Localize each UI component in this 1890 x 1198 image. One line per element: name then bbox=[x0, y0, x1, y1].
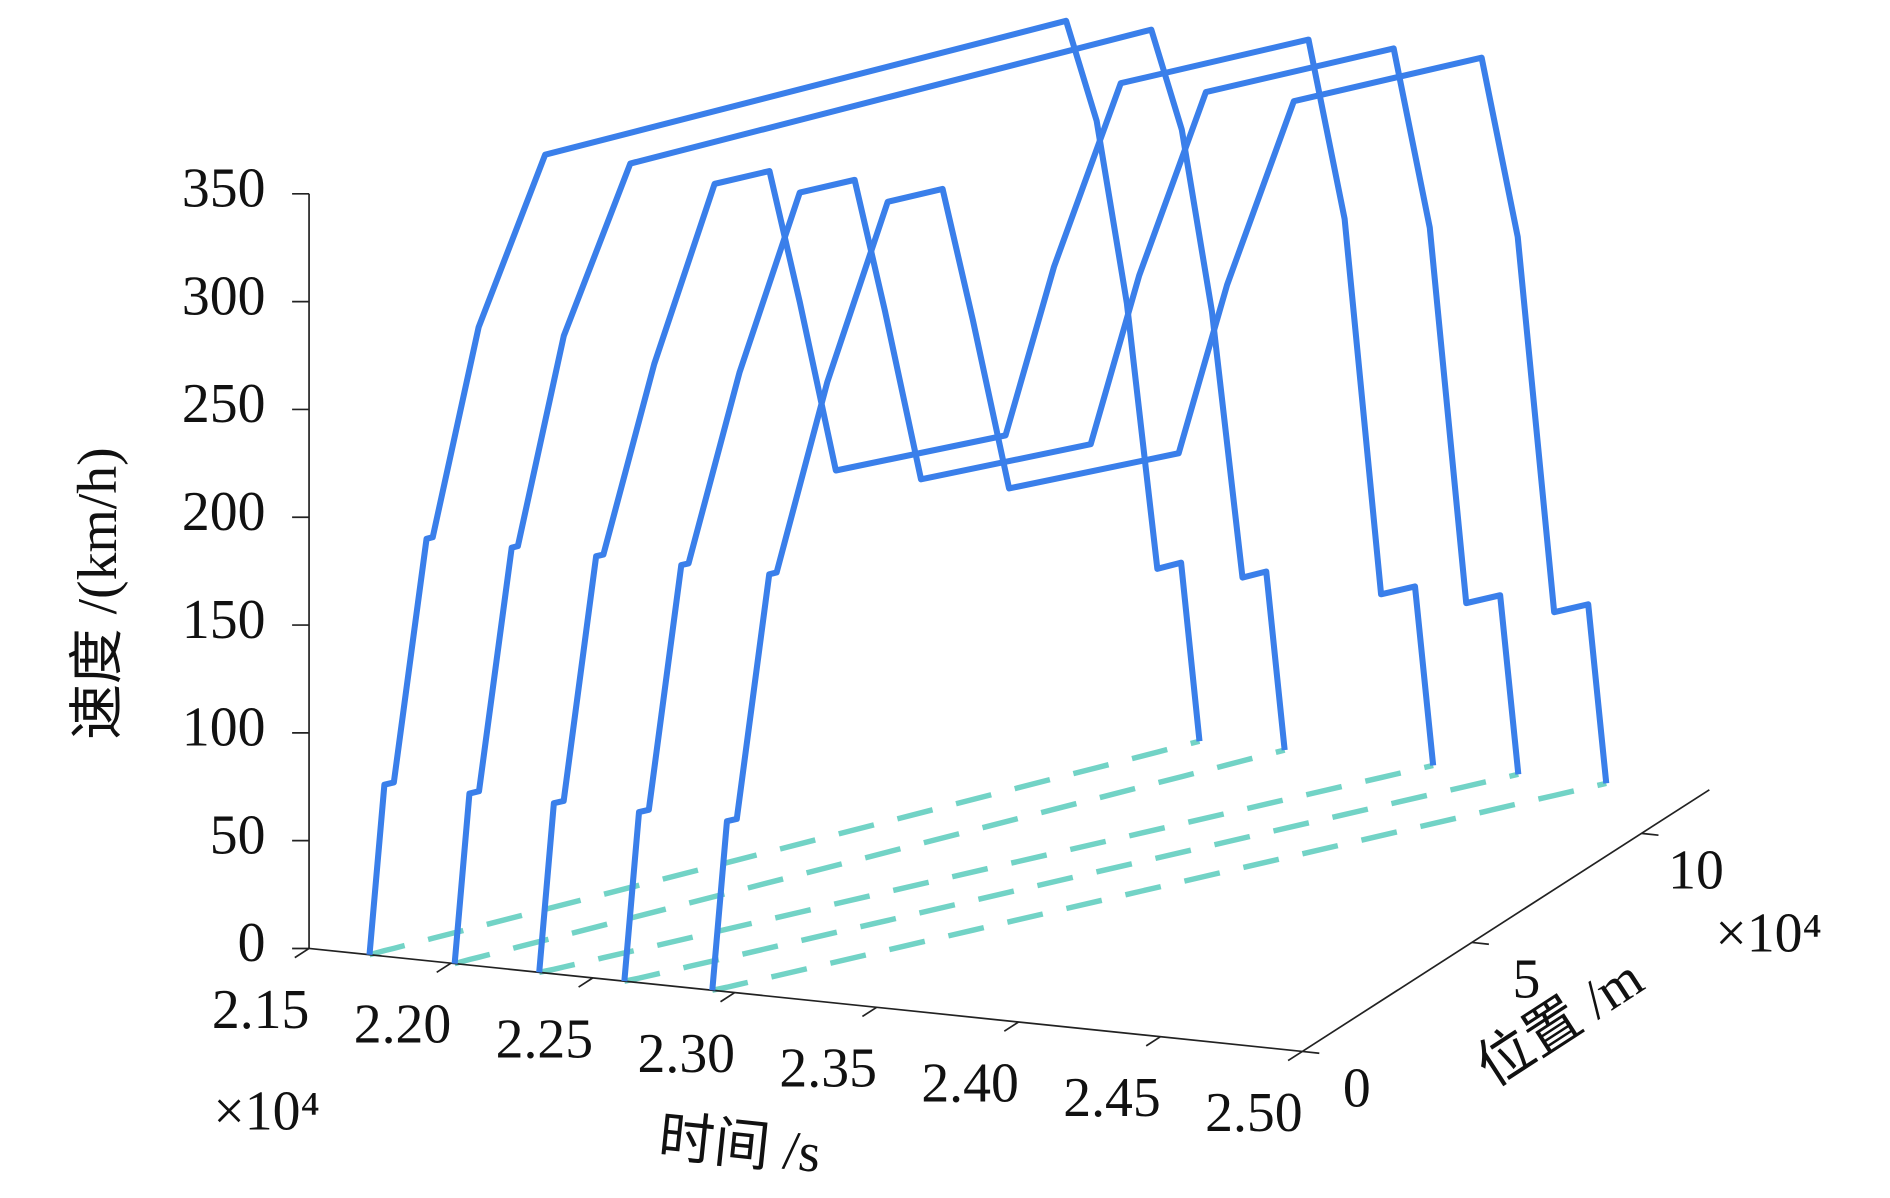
x-tick-label: 2.50 bbox=[1205, 1082, 1303, 1144]
x-tick bbox=[1003, 1021, 1020, 1032]
x-multiplier: ×10⁴ bbox=[213, 1081, 320, 1143]
z-axis-label: 速度 /(km/h) bbox=[67, 447, 129, 739]
x-tick-label: 2.30 bbox=[638, 1023, 736, 1085]
x-tick-label: 2.45 bbox=[1063, 1067, 1161, 1129]
z-tick-label: 100 bbox=[182, 697, 266, 759]
x-tick bbox=[294, 947, 310, 959]
x-axis-label: 时间 /s bbox=[656, 1106, 824, 1185]
speed-line bbox=[709, 54, 1610, 991]
y-tick bbox=[1302, 1050, 1320, 1055]
position-projection bbox=[711, 780, 1607, 993]
x-tick bbox=[861, 1006, 878, 1018]
z-tick-label: 200 bbox=[182, 481, 266, 543]
speed-line bbox=[536, 36, 1437, 973]
y-axis bbox=[1301, 789, 1710, 1053]
x-tick-label: 2.25 bbox=[496, 1008, 594, 1070]
y-tick bbox=[1641, 832, 1659, 837]
x-tick-label: 2.40 bbox=[921, 1052, 1019, 1114]
z-tick-label: 250 bbox=[182, 373, 266, 435]
x-tick bbox=[1287, 1050, 1303, 1062]
z-tick-label: 300 bbox=[182, 265, 266, 327]
z-tick-label: 150 bbox=[182, 589, 266, 651]
y-tick-label: 5 bbox=[1513, 949, 1541, 1011]
x-tick bbox=[436, 962, 452, 974]
y-multiplier: ×10⁴ bbox=[1715, 903, 1822, 965]
position-projection bbox=[368, 738, 1201, 958]
y-axis-label: 位置 /m bbox=[1466, 947, 1654, 1099]
x-tick bbox=[1145, 1036, 1161, 1047]
speed-line bbox=[366, 17, 1203, 956]
z-tick-label: 350 bbox=[182, 158, 266, 220]
y-tick-label: 10 bbox=[1668, 840, 1724, 902]
position-projection bbox=[453, 747, 1286, 967]
y-tick bbox=[1471, 941, 1489, 946]
z-tick-label: 50 bbox=[210, 804, 266, 866]
z-tick-label: 0 bbox=[238, 912, 266, 974]
speed-line bbox=[451, 26, 1288, 964]
x-axis bbox=[308, 947, 1303, 1053]
x-tick bbox=[578, 977, 594, 988]
x-tick-label: 2.15 bbox=[212, 979, 310, 1041]
x-tick-label: 2.20 bbox=[354, 994, 452, 1056]
x-tick bbox=[720, 991, 736, 1003]
y-tick-label: 0 bbox=[1343, 1058, 1371, 1120]
x-tick-label: 2.35 bbox=[779, 1038, 877, 1100]
speed-line bbox=[621, 45, 1522, 982]
